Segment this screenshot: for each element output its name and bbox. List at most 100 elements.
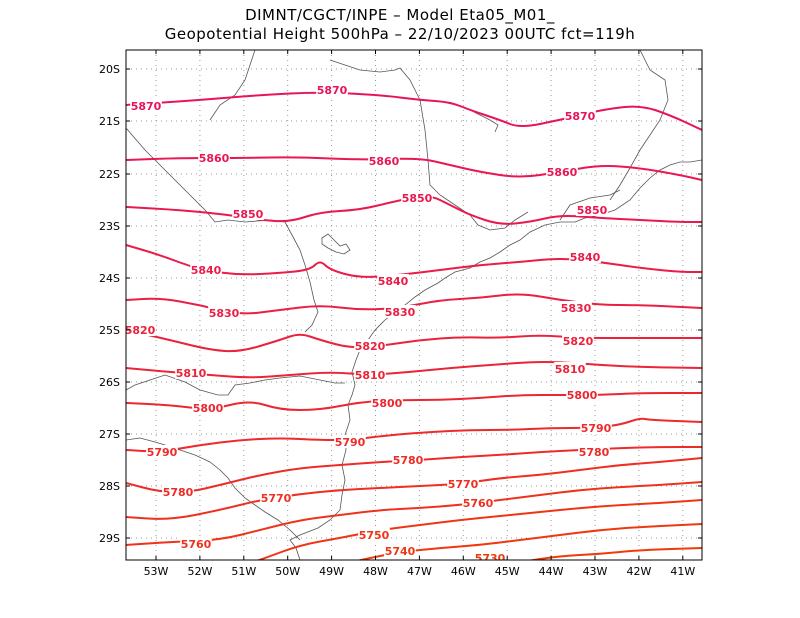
- contour-label-bg: [368, 154, 400, 167]
- lat-label-22S: 22S: [99, 168, 120, 181]
- latitude-labels: 20S 21S 22S 23S 24S 25S 26S 27S 28S 29S: [99, 63, 120, 545]
- lon-label-44W: 44W: [539, 565, 564, 578]
- contour-label-bg: [569, 250, 601, 263]
- lon-label-48W: 48W: [363, 565, 388, 578]
- contour-5730: [527, 547, 702, 560]
- contour-5760: [126, 481, 702, 546]
- border-8: [559, 189, 621, 221]
- contour-label-5760: 5760: [181, 538, 212, 551]
- lon-label-49W: 49W: [319, 565, 344, 578]
- contour-label-bg: [354, 339, 386, 352]
- contour-label-5820: 5820: [355, 340, 386, 353]
- contour-label-bg: [316, 83, 348, 96]
- contour-label-5850: 5850: [577, 204, 608, 217]
- contour-label-5860: 5860: [369, 155, 400, 168]
- contour-label-bg: [578, 445, 610, 458]
- lon-label-52W: 52W: [187, 565, 212, 578]
- contour-label-bg: [546, 165, 578, 178]
- contour-label-5810: 5810: [355, 369, 386, 382]
- border-7: [609, 50, 669, 201]
- contour-5870: [126, 91, 702, 131]
- lat-label-24S: 24S: [99, 272, 120, 285]
- contour-label-5750: 5750: [359, 529, 390, 542]
- lat-label-21S: 21S: [99, 115, 120, 128]
- contour-label-5810: 5810: [176, 367, 207, 380]
- lon-label-43W: 43W: [583, 565, 608, 578]
- contour-label-5830: 5830: [561, 302, 592, 315]
- lon-label-47W: 47W: [407, 565, 432, 578]
- contour-label-5870: 5870: [317, 84, 348, 97]
- contour-5740: [356, 523, 702, 560]
- contour-label-5730: 5730: [475, 552, 506, 565]
- contour-label-5780: 5780: [579, 446, 610, 459]
- contour-label-bg: [447, 477, 479, 490]
- contour-label-bg: [377, 274, 409, 287]
- contour-label-5800: 5800: [193, 402, 224, 415]
- lon-label-53W: 53W: [144, 565, 169, 578]
- contour-label-bg: [562, 334, 594, 347]
- contour-label-bg: [474, 551, 506, 560]
- lat-label-26S: 26S: [99, 376, 120, 389]
- contour-label-bg: [564, 109, 596, 122]
- contour-label-bg: [130, 99, 162, 112]
- contour-label-bg: [175, 366, 207, 379]
- contour-label-bg: [462, 496, 494, 509]
- lat-label-27S: 27S: [99, 428, 120, 441]
- contour-5790: [126, 417, 702, 453]
- border-4: [209, 50, 256, 121]
- axis-ticks: [126, 50, 702, 560]
- contour-label-bg: [392, 453, 424, 466]
- contour-label-5830: 5830: [385, 306, 416, 319]
- lon-label-41W: 41W: [670, 565, 695, 578]
- contour-label-5840: 5840: [570, 251, 601, 264]
- chart-title-line2: Geopotential Height 500hPa – 22/10/2023 …: [164, 25, 636, 43]
- contour-labels: 5870 5870 5870 5860 5860 5860 5850 5850 5850 5840…: [125, 83, 612, 565]
- border-6: [329, 59, 401, 73]
- lon-label-51W: 51W: [231, 565, 256, 578]
- contour-label-bg: [371, 396, 403, 409]
- contour-5750: [256, 499, 702, 560]
- contour-label-bg: [354, 368, 386, 381]
- contour-label-5820: 5820: [563, 335, 594, 348]
- contour-label-bg: [334, 435, 366, 448]
- lon-label-46W: 46W: [451, 565, 476, 578]
- contour-label-5820: 5820: [125, 324, 156, 337]
- contour-label-bg: [198, 151, 230, 164]
- contour-label-bg: [358, 528, 390, 541]
- lat-label-20S: 20S: [99, 63, 120, 76]
- contour-label-5860: 5860: [547, 166, 578, 179]
- contour-lines: [126, 91, 702, 560]
- contour-label-5870: 5870: [565, 110, 596, 123]
- contour-label-bg: [126, 323, 156, 336]
- contour-label-bg: [401, 191, 433, 204]
- contour-label-bg: [560, 301, 592, 314]
- lat-label-29S: 29S: [99, 532, 120, 545]
- contour-label-5830: 5830: [209, 307, 240, 320]
- contour-label-bg: [554, 362, 586, 375]
- contour-label-5770: 5770: [448, 478, 479, 491]
- contour-label-bg: [580, 421, 612, 434]
- contour-label-bg: [232, 207, 264, 220]
- contour-label-bg: [190, 263, 222, 276]
- contour-label-5770: 5770: [261, 492, 292, 505]
- lon-label-45W: 45W: [495, 565, 520, 578]
- contour-label-5800: 5800: [567, 389, 598, 402]
- graticule-grid: [126, 50, 702, 560]
- border-5: [399, 67, 529, 231]
- contour-label-5840: 5840: [191, 264, 222, 277]
- contour-label-bg: [208, 306, 240, 319]
- border-3: [126, 437, 301, 541]
- contour-label-5740: 5740: [385, 545, 416, 558]
- contour-label-5790: 5790: [147, 446, 178, 459]
- contour-label-bg: [146, 445, 178, 458]
- lat-label-25S: 25S: [99, 324, 120, 337]
- contour-5820: [126, 329, 702, 353]
- map-frame: [125, 49, 703, 561]
- contour-label-5790: 5790: [335, 436, 366, 449]
- contour-label-bg: [162, 485, 194, 498]
- chart-title-line1: DIMNT/CGCT/INPE – Model Eta05_M01_: [245, 6, 555, 24]
- lon-label-42W: 42W: [626, 565, 651, 578]
- contour-label-5810: 5810: [555, 363, 586, 376]
- contour-label-bg: [192, 401, 224, 414]
